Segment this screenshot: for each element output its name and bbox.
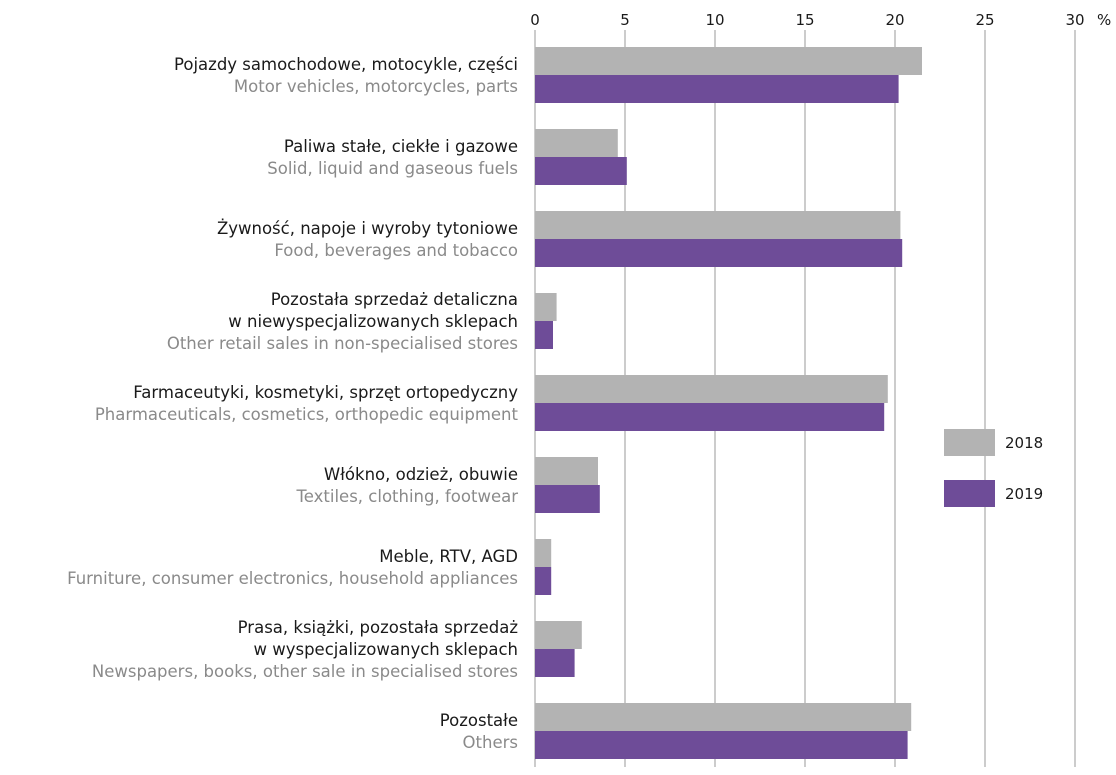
- bar-2019: [535, 403, 884, 431]
- x-tick-label: 0: [530, 11, 540, 29]
- bar-2019: [535, 567, 551, 595]
- bar-2018: [535, 129, 618, 157]
- bar-2018: [535, 703, 911, 731]
- category-label-pl: Pozostałe: [440, 711, 518, 730]
- bars: [535, 47, 922, 759]
- category-label-en: Other retail sales in non-specialised st…: [167, 334, 518, 353]
- category-label-pl: Paliwa stałe, ciekłe i gazowe: [284, 137, 518, 156]
- category-label-pl: Prasa, książki, pozostała sprzedaż: [238, 618, 518, 637]
- bar-2019: [535, 157, 627, 185]
- legend-swatch-2019: [944, 480, 995, 507]
- x-tick-label: 20: [885, 11, 904, 29]
- bar-2018: [535, 293, 557, 321]
- category-label-pl: Pojazdy samochodowe, motocykle, części: [174, 55, 518, 74]
- x-tick-label: 25: [975, 11, 994, 29]
- category-label-en: Furniture, consumer electronics, househo…: [67, 569, 518, 588]
- category-label-en: Motor vehicles, motorcycles, parts: [234, 77, 518, 96]
- legend-swatch-2018: [944, 429, 995, 456]
- legend: 2018 2019: [944, 429, 1043, 507]
- bar-2019: [535, 731, 908, 759]
- bar-2018: [535, 457, 598, 485]
- bar-2019: [535, 239, 902, 267]
- unit-label: %: [1097, 11, 1111, 29]
- x-tick-label: 30: [1065, 11, 1084, 29]
- bar-2019: [535, 485, 600, 513]
- category-label-pl: w niewyspecjalizowanych sklepach: [228, 312, 518, 331]
- category-label-en: Solid, liquid and gaseous fuels: [267, 159, 518, 178]
- bar-2019: [535, 321, 553, 349]
- legend-label-2018: 2018: [1005, 434, 1043, 452]
- bar-2018: [535, 621, 582, 649]
- category-label-en: Newspapers, books, other sale in special…: [92, 662, 518, 681]
- category-label-en: Food, beverages and tobacco: [274, 241, 518, 260]
- category-label-pl: Włókno, odzież, obuwie: [324, 465, 518, 484]
- bar-2019: [535, 75, 899, 103]
- x-tick-label: 15: [795, 11, 814, 29]
- category-label-en: Others: [463, 733, 518, 752]
- bar-2018: [535, 211, 900, 239]
- category-label-en: Textiles, clothing, footwear: [296, 487, 519, 506]
- category-label-pl: Meble, RTV, AGD: [379, 547, 518, 566]
- bar-2018: [535, 47, 922, 75]
- x-tick-label: 5: [620, 11, 630, 29]
- bar-2019: [535, 649, 575, 677]
- category-label-en: Pharmaceuticals, cosmetics, orthopedic e…: [95, 405, 519, 424]
- category-label-pl: Żywność, napoje i wyroby tytoniowe: [217, 219, 518, 238]
- bar-2018: [535, 375, 888, 403]
- bar-2018: [535, 539, 551, 567]
- category-label-pl: Pozostała sprzedaż detaliczna: [271, 290, 518, 309]
- category-label-pl: Farmaceutyki, kosmetyki, sprzęt ortopedy…: [133, 383, 518, 402]
- category-labels: Pojazdy samochodowe, motocykle, części Mo…: [67, 55, 518, 752]
- legend-label-2019: 2019: [1005, 485, 1043, 503]
- x-axis-ticks: 0 5 10 15 20 25 30%: [530, 11, 1111, 29]
- category-label-pl: w wyspecjalizowanych sklepach: [253, 640, 518, 659]
- x-tick-label: 10: [705, 11, 724, 29]
